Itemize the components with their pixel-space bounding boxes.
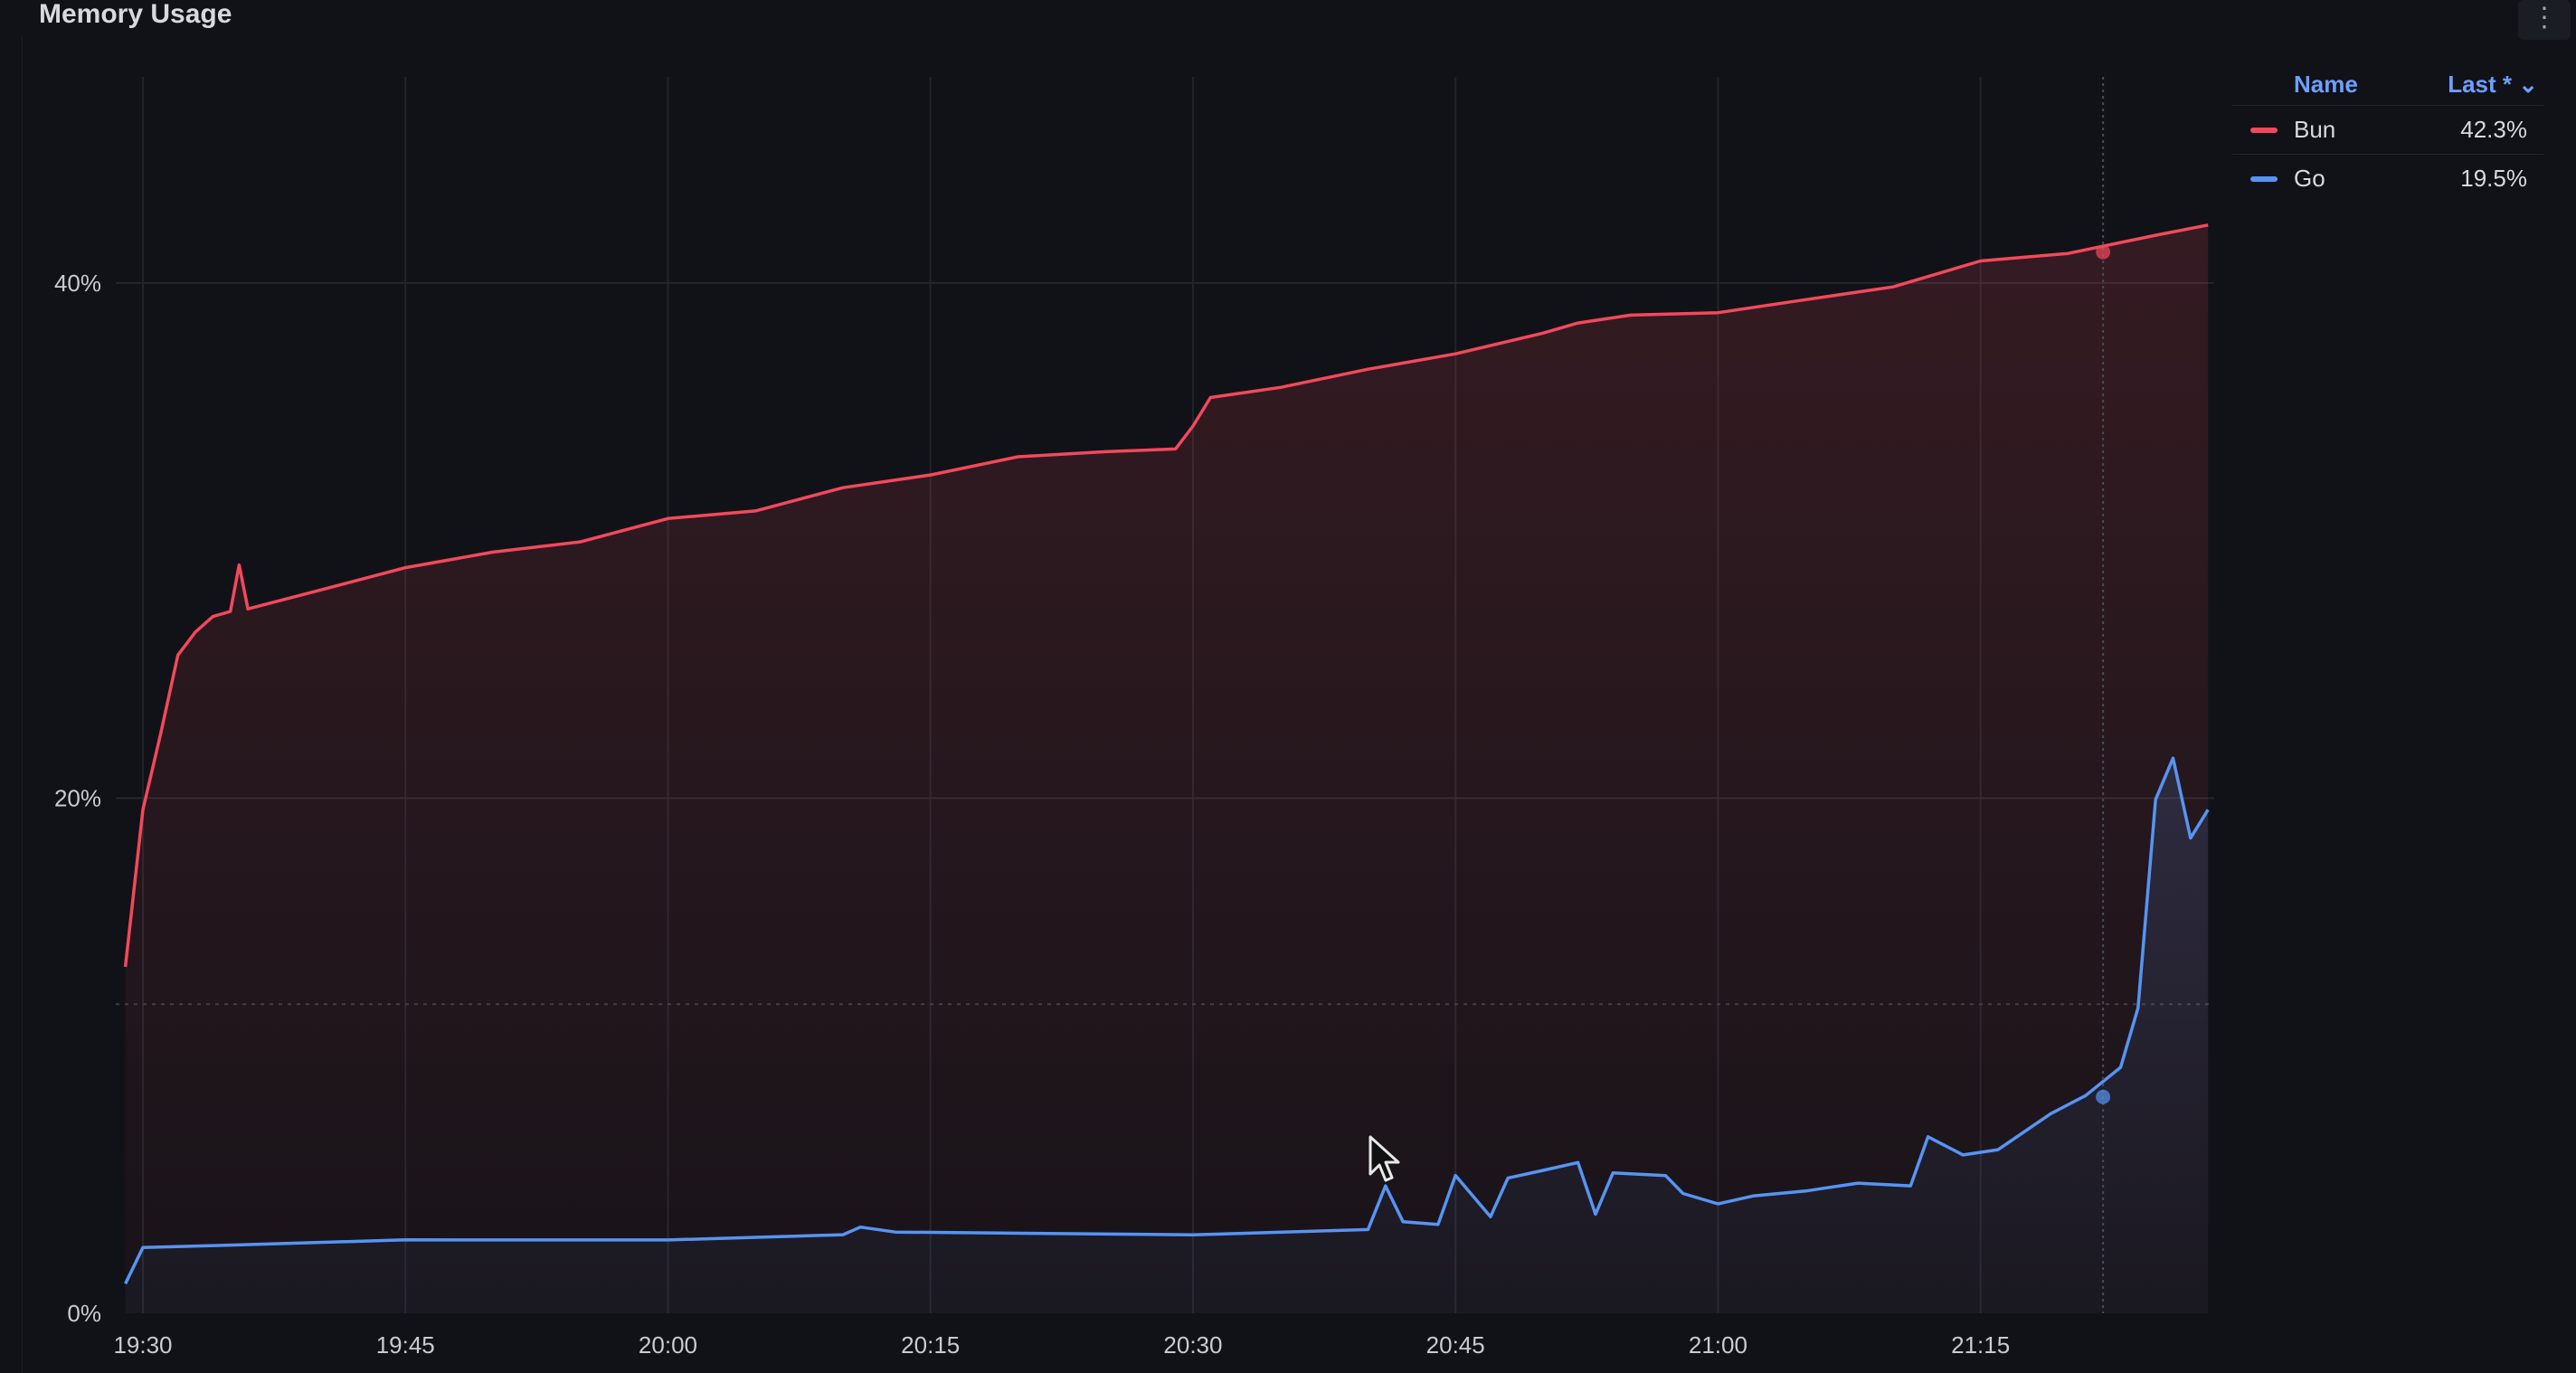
legend-swatch-bun [2250,127,2278,133]
legend-item-name: Bun [2294,116,2336,143]
x-tick-label: 21:00 [1689,1331,1747,1359]
legend-item-value: 19.5% [2460,165,2527,192]
legend-item-value: 42.3% [2460,116,2527,143]
more-vertical-icon[interactable]: ⋮ [2518,0,2571,40]
panel-title: Memory Usage [39,0,232,29]
y-tick-label: 20% [54,784,101,811]
legend-item-bun[interactable]: Bun 42.3% [2232,105,2543,154]
panel-divider [22,36,23,1373]
x-tick-label: 20:15 [901,1331,960,1359]
series-area-bun [125,224,2209,1313]
series-line-go [124,756,2210,1285]
legend-swatch-go [2250,175,2278,182]
x-tick-label: 19:30 [113,1331,172,1359]
hover-point-bun [2096,244,2111,260]
memory-usage-chart[interactable]: 19:30 19:45 20:00 20:15 20:30 20:45 21:00 21:15… [0,0,2225,1373]
legend-item-name: Go [2294,165,2325,192]
legend-last-sort-header[interactable]: Last * ⌄ [2448,71,2538,98]
legend-header: Name Last * ⌄ [2232,63,2543,105]
series-area-go [125,758,2209,1313]
x-tick-label: 20:00 [639,1331,697,1359]
legend-name-header[interactable]: Name [2294,71,2358,98]
legend: Name Last * ⌄ Bun 42.3% Go 19.5% [2232,63,2543,203]
hover-point-go [2096,1089,2111,1104]
x-tick-label: 20:45 [1426,1331,1485,1359]
y-tick-label: 0% [67,1300,101,1327]
y-tick-label: 40% [54,270,101,297]
series-line-bun [123,223,2209,968]
mouse-pointer-icon [1368,1135,1400,1182]
x-tick-label: 20:30 [1163,1331,1222,1359]
x-tick-label: 19:45 [376,1331,435,1359]
legend-item-go[interactable]: Go 19.5% [2232,154,2543,203]
x-tick-label: 21:15 [1951,1331,2010,1359]
